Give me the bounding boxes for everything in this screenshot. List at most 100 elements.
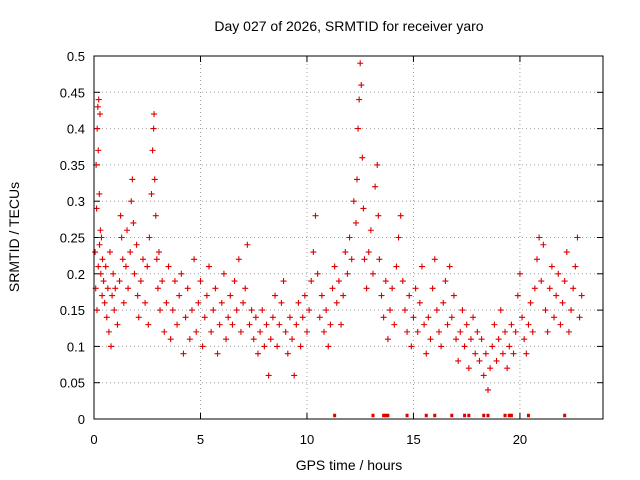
data-point — [301, 292, 308, 299]
data-point — [94, 125, 101, 132]
data-point — [508, 321, 515, 328]
data-point — [139, 256, 146, 263]
data-point — [436, 328, 443, 335]
data-point — [96, 190, 103, 197]
data-point — [206, 263, 213, 270]
data-point — [178, 270, 185, 277]
data-point — [467, 336, 474, 343]
data-point — [510, 350, 517, 357]
data-point — [265, 372, 272, 379]
data-point — [197, 278, 204, 285]
data-point — [359, 154, 366, 161]
data-point — [321, 328, 328, 335]
data-point — [137, 278, 144, 285]
data-point — [153, 256, 160, 263]
data-point — [155, 249, 162, 256]
data-point — [101, 299, 108, 306]
data-point — [568, 307, 575, 314]
data-point — [357, 60, 364, 67]
data-point — [387, 307, 394, 314]
data-point — [367, 227, 374, 234]
data-point — [161, 328, 168, 335]
data-point — [389, 285, 396, 292]
x-tick-label: 0 — [90, 432, 97, 447]
data-point — [104, 285, 111, 292]
data-point — [263, 321, 270, 328]
data-point — [360, 205, 367, 212]
data-point — [214, 350, 221, 357]
data-point — [548, 263, 555, 270]
x-axis-ticks: 0 5 10 15 20 — [90, 56, 527, 447]
data-point — [565, 328, 572, 335]
data-point — [118, 234, 125, 241]
data-point — [225, 314, 232, 321]
data-point — [254, 350, 261, 357]
data-point — [340, 292, 347, 299]
data-point — [250, 336, 257, 343]
data-point — [438, 343, 445, 350]
data-point — [331, 263, 338, 270]
data-point — [393, 263, 400, 270]
data-point — [180, 350, 187, 357]
data-point — [95, 147, 102, 154]
data-point — [92, 249, 99, 256]
data-point — [154, 285, 161, 292]
data-point — [578, 292, 585, 299]
data-point — [151, 176, 158, 183]
data-point — [378, 292, 385, 299]
data-point — [408, 343, 415, 350]
data-point — [129, 176, 136, 183]
data-point — [318, 292, 325, 299]
data-point — [429, 285, 436, 292]
data-point — [312, 212, 319, 219]
data-point — [559, 299, 566, 306]
data-point — [399, 278, 406, 285]
data-point — [465, 365, 472, 372]
chart-title: Day 027 of 2026, SRMTID for receiver yar… — [214, 18, 483, 34]
data-point — [108, 343, 115, 350]
data-point — [93, 307, 100, 314]
data-point — [533, 256, 540, 263]
data-point — [338, 321, 345, 328]
data-point — [216, 321, 223, 328]
data-point — [145, 321, 152, 328]
data-point — [240, 299, 247, 306]
data-point — [106, 249, 113, 256]
data-point — [184, 285, 191, 292]
data-point — [455, 357, 462, 364]
x-tick-label: 10 — [300, 432, 314, 447]
data-point — [397, 212, 404, 219]
data-point — [286, 314, 293, 321]
data-point — [128, 198, 135, 205]
data-point — [406, 292, 413, 299]
data-point — [570, 285, 577, 292]
data-point — [212, 285, 219, 292]
data-point — [96, 241, 103, 248]
data-point — [553, 292, 560, 299]
data-point — [372, 183, 379, 190]
data-point — [423, 350, 430, 357]
data-point — [327, 321, 334, 328]
data-point — [117, 212, 124, 219]
data-point — [93, 205, 100, 212]
data-point — [416, 299, 423, 306]
data-point — [369, 270, 376, 277]
data-point — [235, 256, 242, 263]
data-point — [529, 328, 536, 335]
y-axis-label: SRMTID / TECUs — [6, 182, 22, 292]
data-point — [574, 234, 581, 241]
data-point — [572, 263, 579, 270]
data-point — [144, 263, 151, 270]
data-point — [521, 336, 528, 343]
data-point — [463, 321, 470, 328]
data-point — [201, 314, 208, 321]
data-point — [384, 336, 391, 343]
data-point — [516, 270, 523, 277]
y-tick-label: 0.3 — [67, 194, 85, 209]
data-point — [99, 256, 106, 263]
data-point — [242, 285, 249, 292]
y-tick-label: 0.35 — [60, 158, 85, 173]
data-point — [461, 343, 468, 350]
data-point — [440, 299, 447, 306]
data-point — [127, 249, 134, 256]
